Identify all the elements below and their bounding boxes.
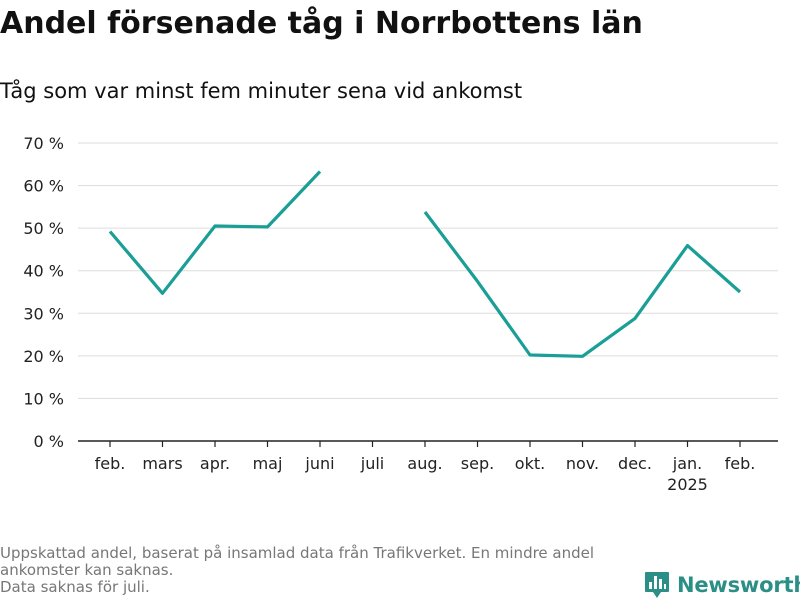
y-tick-label: 0 % [34, 432, 64, 451]
y-tick-label: 70 % [23, 134, 64, 153]
y-tick-label: 50 % [23, 219, 64, 238]
x-tick-label: jan. [672, 454, 702, 473]
y-tick-label: 30 % [23, 304, 64, 323]
footnote-3: Data saknas för juli. [0, 578, 150, 596]
chart-title: Andel försenade tåg i Norrbottens län [0, 6, 643, 41]
y-tick-label: 60 % [23, 177, 64, 196]
line-chart: 0 % 10 % 20 % 30 % 40 % 50 % 60 % 70 % feb. mars… [23, 134, 778, 494]
footnotes: Uppskattad andel, baserat på insamlad da… [0, 545, 630, 596]
gridlines [78, 142, 778, 399]
x-tick-label: feb. [95, 454, 126, 473]
x-tick-label: maj [253, 454, 283, 473]
footnote-2: ankomster kan saknas. [0, 561, 174, 579]
x-tick-label: apr. [200, 454, 230, 473]
series-line-segment [423, 211, 742, 358]
x-tick-label: okt. [515, 454, 545, 473]
chart-subtitle: Tåg som var minst fem minuter sena vid a… [0, 79, 523, 103]
y-tick-label: 40 % [23, 262, 64, 281]
series-line-segment [108, 170, 322, 295]
x-tick-label: feb. [725, 454, 756, 473]
x-tick-label: nov. [566, 454, 599, 473]
y-axis: 0 % 10 % 20 % 30 % 40 % 50 % 60 % 70 % [23, 134, 64, 451]
x-tick-label: mars [142, 454, 182, 473]
brand-logo: Newsworthy [644, 569, 800, 601]
brand-name: Newsworthy [677, 573, 800, 597]
x-axis: feb. mars apr. maj juni juli aug. sep. okt. nov. d… [78, 440, 778, 494]
footnote-1: Uppskattad andel, baserat på insamlad da… [0, 544, 595, 562]
x-tick-label: sep. [461, 454, 494, 473]
x-tick-sublabel: 2025 [667, 475, 708, 494]
y-tick-label: 20 % [23, 347, 64, 366]
newsworthy-bar-chart-icon [645, 572, 669, 598]
x-tick-label: dec. [618, 454, 652, 473]
y-tick-label: 10 % [23, 389, 64, 408]
x-tick-label: juni [304, 454, 334, 473]
x-tick-label: juli [360, 454, 384, 473]
series-lines [108, 170, 742, 358]
x-tick-label: aug. [407, 454, 442, 473]
